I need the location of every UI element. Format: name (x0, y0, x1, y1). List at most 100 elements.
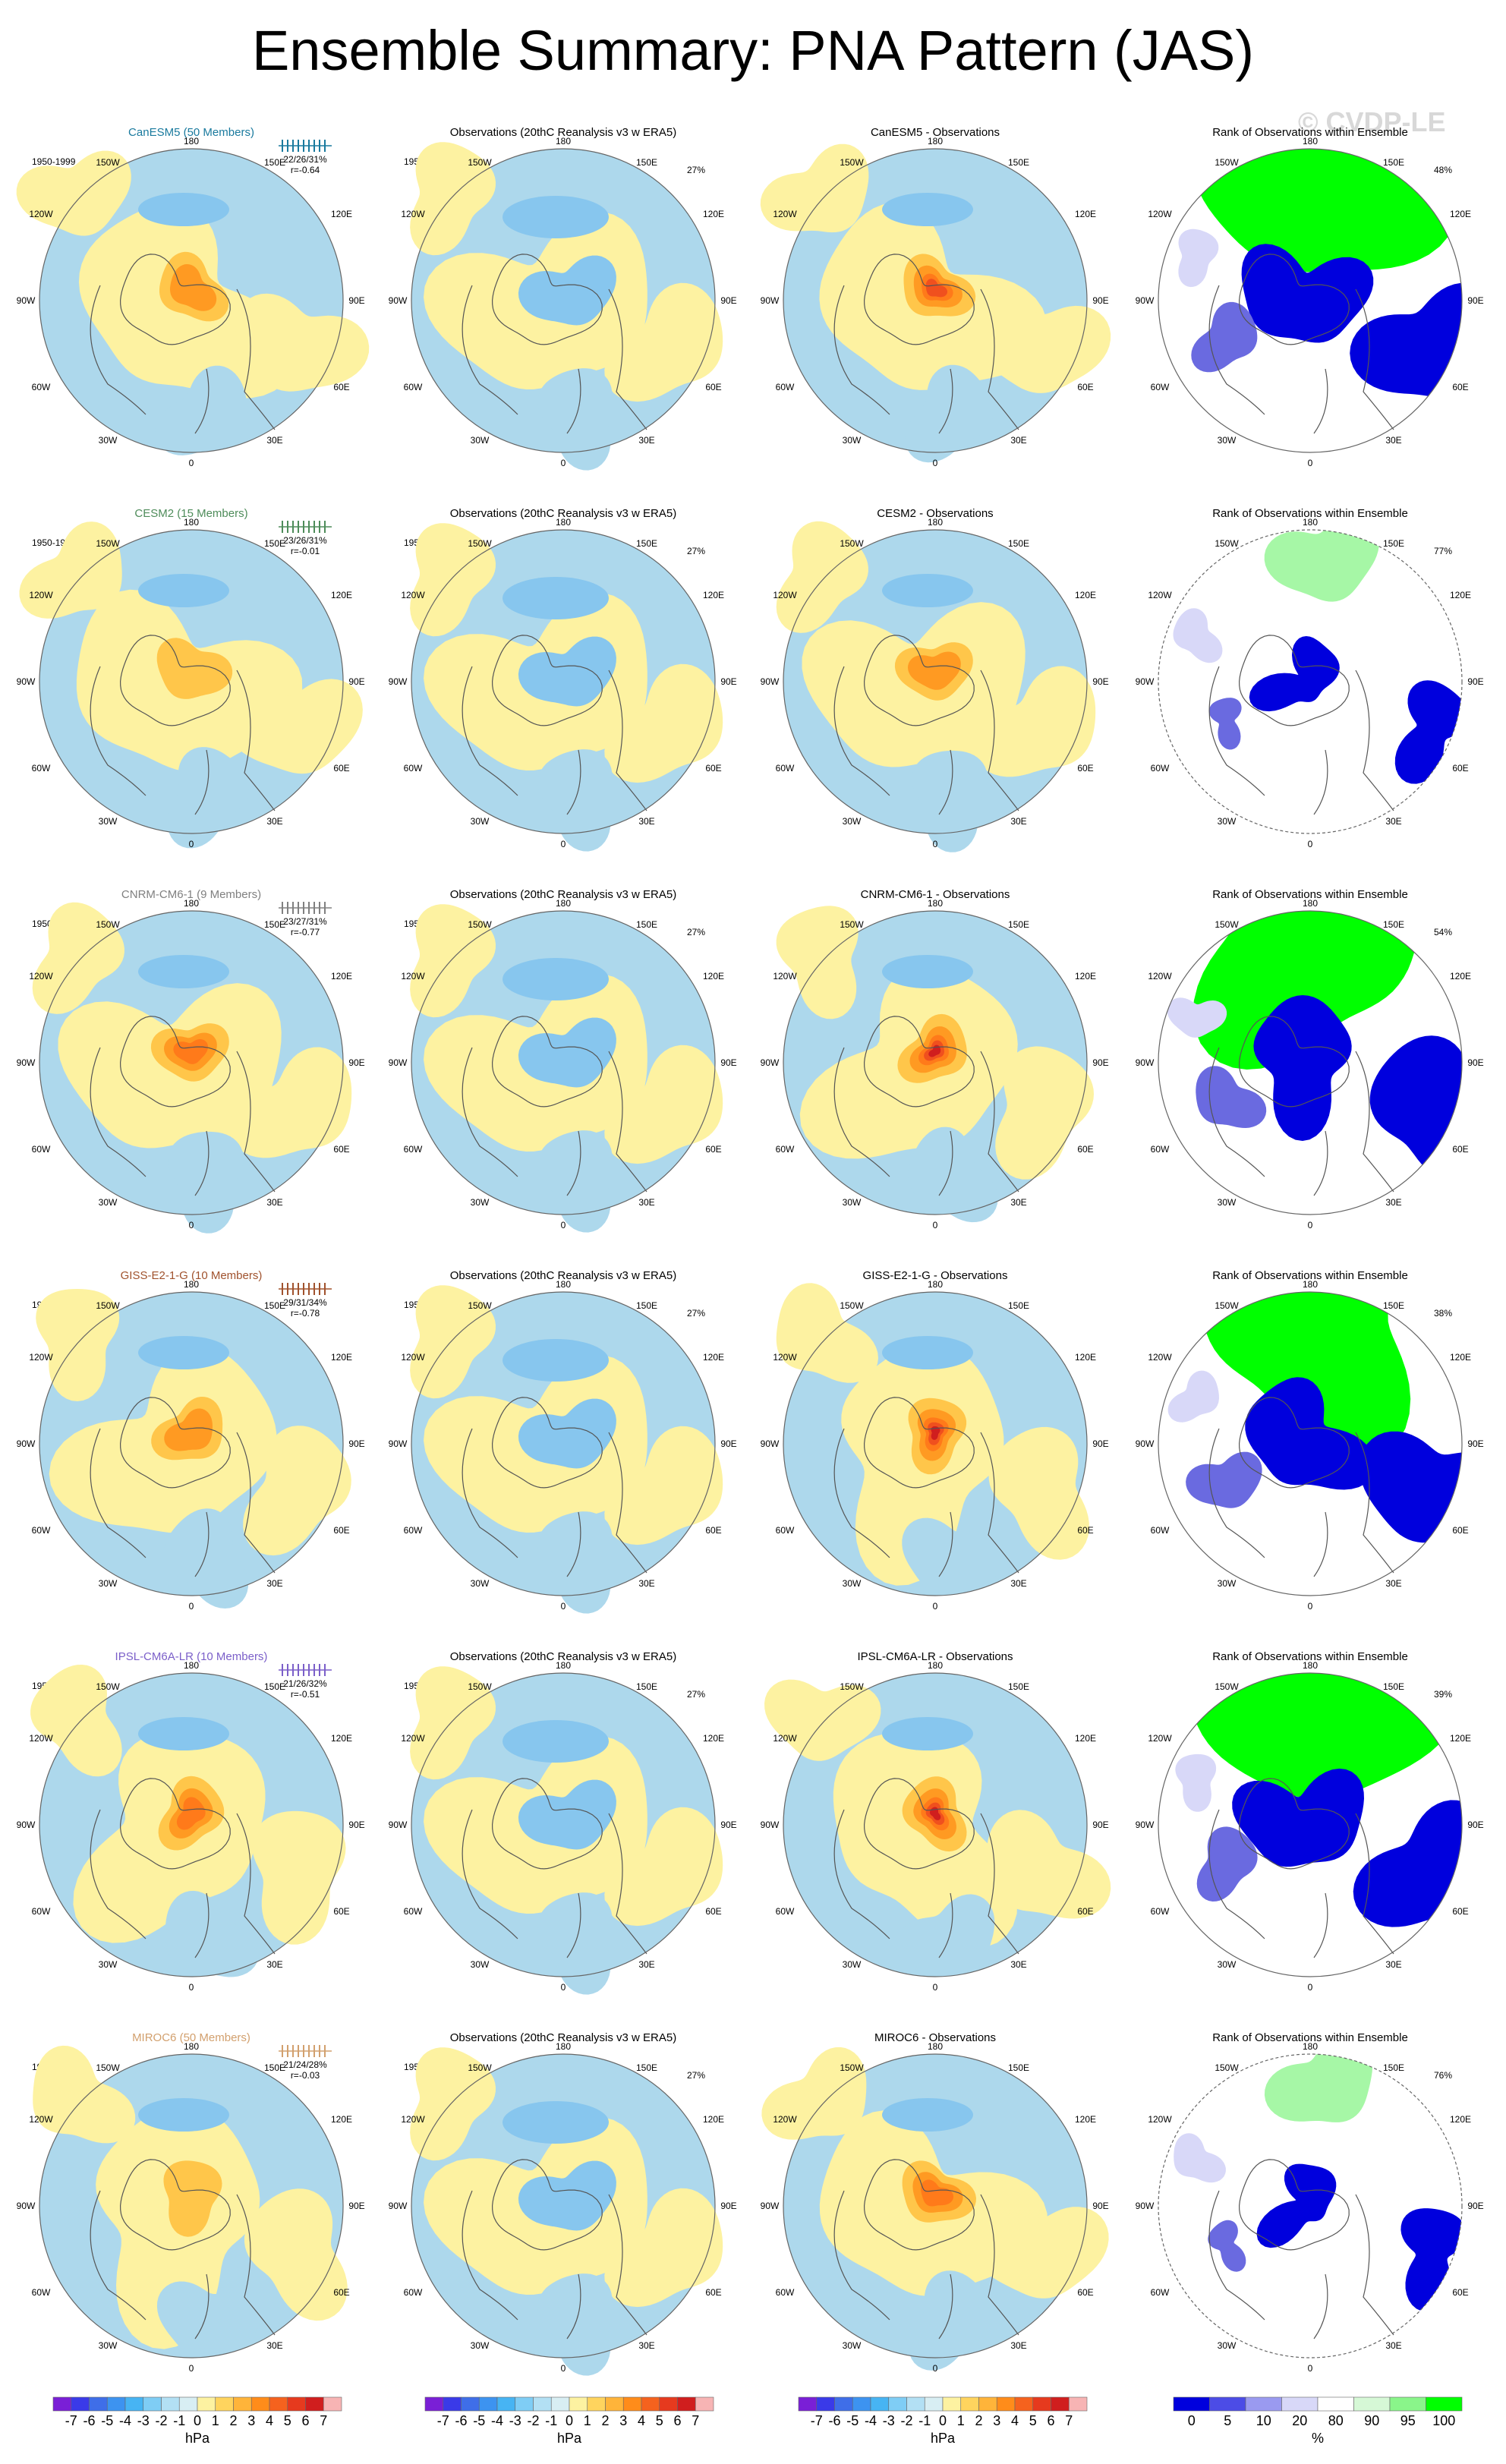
colorbar-swatch (1068, 2396, 1088, 2412)
longitude-label: 30W (99, 1959, 118, 1970)
rank-field (1167, 1292, 1462, 1543)
panel-ensemble-CanESM5: CanESM5 (50 Members) 1950-1999 22/26/31%r=… (17, 126, 370, 468)
rank-low-region (1208, 698, 1242, 750)
longitude-label: 60W (404, 2287, 423, 2298)
longitude-label: 150W (1215, 1300, 1239, 1311)
longitude-label: 0 (561, 458, 566, 468)
longitude-label: 60W (32, 1144, 51, 1155)
longitude-label: 60W (1151, 382, 1170, 392)
rank-low-region (1241, 244, 1374, 343)
longitude-label: 120E (331, 971, 352, 982)
coastline (462, 1428, 518, 1558)
negative-region (503, 2101, 609, 2144)
longitude-label: 150W (96, 1681, 120, 1692)
colorbar-tick-label: 5 (284, 2413, 291, 2428)
colorbar-swatch (695, 2396, 714, 2412)
longitude-label: 30W (1218, 816, 1237, 827)
negative-region (138, 1336, 229, 1369)
negative-region (138, 574, 229, 607)
longitude-label: 150W (468, 2062, 492, 2073)
longitude-label: 0 (561, 1601, 566, 1612)
longitude-label: 90W (17, 1820, 36, 1830)
longitude-label: 120W (1148, 209, 1172, 219)
coastline (608, 670, 647, 811)
pct-explained: 21/26/32% (283, 1678, 327, 1689)
longitude-label: 90W (1136, 1438, 1155, 1449)
longitude-label: 120W (1148, 2114, 1172, 2125)
panel-ensemble-CESM2: CESM2 (15 Members)1950-1999 23/26/31%r=-0… (17, 507, 365, 849)
colorbar-tick-label: -5 (846, 2413, 859, 2428)
longitude-label: 0 (1308, 2363, 1313, 2374)
coastline (1238, 1778, 1350, 1870)
positive-contour (156, 638, 233, 699)
colorbar-swatch (960, 2396, 979, 2412)
longitude-label: 120E (1075, 2114, 1096, 2125)
longitude-label: 30E (1010, 435, 1026, 446)
longitude-label: 150W (840, 157, 864, 168)
longitude-label: 90E (1092, 1820, 1108, 1830)
negative-region (902, 1517, 1006, 1596)
coastline (194, 1892, 210, 1958)
longitude-label: 150W (840, 538, 864, 549)
longitude-label: 0 (1308, 1601, 1313, 1612)
longitude-label: 150W (468, 538, 492, 549)
longitude-label: 150E (264, 919, 285, 930)
coastline (608, 2194, 647, 2336)
longitude-label: 90E (1467, 2201, 1483, 2211)
longitude-label: 90E (348, 295, 364, 306)
colorbar-swatch (478, 2396, 498, 2412)
colorbar-tick-label: 3 (993, 2413, 1000, 2428)
longitude-label: 0 (189, 1982, 194, 1993)
longitude-label: 120W (773, 971, 797, 982)
longitude-label: 150E (636, 919, 657, 930)
positive-contour (908, 651, 961, 690)
positive-contour (163, 2160, 222, 2237)
colorbar-swatch (533, 2396, 552, 2412)
colorbar-swatch (269, 2396, 288, 2412)
rank-field (1173, 530, 1462, 784)
longitude-label: 120E (1075, 209, 1096, 219)
coastline (90, 666, 147, 796)
longitude-label: 120W (773, 209, 797, 219)
pct-explained: 27% (687, 165, 705, 175)
coastline (566, 2273, 581, 2340)
colorbar-swatch (1209, 2396, 1246, 2412)
colorbar-swatch (1245, 2396, 1282, 2412)
panel-observations-CanESM5: Observations (20thC Reanalysis v3 w ERA5… (389, 126, 737, 471)
longitude-label: 150W (840, 2062, 864, 2073)
longitude-label: 90E (720, 2201, 736, 2211)
coastline (980, 1813, 1019, 1955)
rank-low-region (1256, 2163, 1337, 2248)
colorbar-3: -7 -6 -5 -4 -3 -2 -1 0 1 2 3 4 5 6 7 hPa (798, 2396, 1088, 2446)
panel-rank-CanESM5: Rank of Observations within Ensemble 48% 1… (1136, 126, 1484, 468)
colorbar-swatch (587, 2396, 606, 2412)
longitude-label: 90E (1092, 1438, 1108, 1449)
longitude-label: 150W (1215, 538, 1239, 549)
longitude-label: 120E (703, 2114, 724, 2125)
coastline (608, 1813, 647, 1955)
positive-region (604, 663, 723, 783)
longitude-label: 180 (928, 898, 943, 909)
longitude-label: 90W (761, 295, 780, 306)
colorbar-swatch (1051, 2396, 1070, 2412)
longitude-label: 60E (1452, 1144, 1468, 1155)
colorbar-swatch (1426, 2396, 1463, 2412)
longitude-label: 60E (1452, 1906, 1468, 1917)
coastline (608, 288, 647, 430)
longitude-label: 120E (703, 1733, 724, 1744)
negative-region (912, 750, 988, 852)
longitude-label: 60W (404, 1525, 423, 1536)
panel-title: Rank of Observations within Ensemble (1212, 126, 1408, 139)
negative-region (896, 1894, 995, 1974)
colorbar-swatch (677, 2396, 696, 2412)
panel-observations-GISS-E2-1-G: Observations (20thC Reanalysis v3 w ERA5… (389, 1269, 737, 1614)
negative-region (518, 1779, 616, 1850)
longitude-label: 120E (1075, 590, 1096, 600)
longitude-label: 120W (401, 1733, 425, 1744)
longitude-label: 90W (1136, 676, 1155, 687)
longitude-label: 90W (389, 295, 408, 306)
longitude-label: 90E (1467, 295, 1483, 306)
coastline (1355, 670, 1394, 811)
colorbar-tick-label: -4 (491, 2413, 503, 2428)
